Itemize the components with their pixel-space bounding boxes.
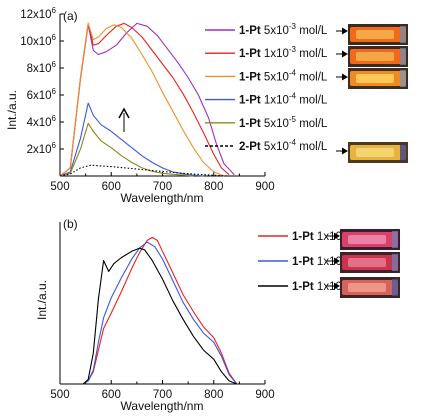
- series-line-3: [59, 22, 225, 177]
- legend-label-1: 1-Pt 5x10-3 mol/L: [239, 22, 328, 37]
- sample-photo-rim-2: [392, 254, 398, 271]
- legend-label-3: 1-Pt 5x10-4 mol/L: [239, 68, 328, 83]
- panel-b-label: (b): [63, 217, 78, 231]
- y-tick-label: 10x106: [20, 33, 56, 48]
- series-line-2: [82, 241, 238, 385]
- sample-photo-glow-1: [348, 235, 386, 244]
- panel-a-photo-column: [336, 24, 408, 163]
- sample-photo-rim-2: [400, 48, 406, 65]
- sample-photo-rim-3: [392, 279, 398, 296]
- sample-photo-glow-1: [356, 30, 394, 39]
- sample-photo-rim-3: [400, 70, 406, 87]
- panel-b-x-axis-title: Wavelength/nm: [121, 399, 204, 413]
- x-tick-label: 700: [153, 181, 172, 193]
- panel-b: (b) Int./a.u. Wavelength/nm 500 600 700 800…: [35, 217, 400, 413]
- panel-a-x-axis-title: Wavelength/nm: [121, 191, 204, 205]
- legend-photo-arrowhead: [334, 232, 340, 240]
- x-tick-label: 800: [204, 389, 223, 401]
- sample-photo-glow-2: [356, 52, 394, 61]
- sample-photo-glow-4: [356, 148, 394, 157]
- legend-photo-arrowhead: [342, 27, 348, 35]
- panel-b-plot-area: 500 600 700 800 900: [50, 222, 275, 401]
- y-tick-label: 2x106: [27, 141, 57, 156]
- sample-photo-rim-1: [392, 231, 398, 248]
- x-tick-label: 900: [255, 389, 274, 401]
- series-line-5: [59, 122, 194, 177]
- legend-label-2: 1-Pt 1x10-3 mol/L: [239, 45, 328, 60]
- x-tick-label: 600: [102, 389, 121, 401]
- legend-label-4: 1-Pt 1x10-4 mol/L: [239, 92, 328, 107]
- y-tick-label: 8x106: [27, 60, 57, 75]
- series-line-4: [59, 102, 204, 177]
- panel-a-label: (a): [63, 9, 78, 23]
- panel-a-plot-area: 500 600 700 800 900 2x106 4x106 6x106 8x106 10x10…: [20, 6, 274, 193]
- series-line-3: [82, 247, 238, 385]
- legend-label-5: 1-Pt 5x10-5 mol/L: [239, 115, 328, 130]
- legend-photo-arrowhead: [342, 147, 348, 155]
- legend-photo-arrowhead: [334, 282, 340, 290]
- panel-a: (a) Int./a.u. Wavelength/nm 500 600 700 800…: [5, 6, 408, 205]
- sample-photo-glow-2: [348, 258, 386, 267]
- x-tick-label: 600: [102, 181, 121, 193]
- panel-b-y-axis-title: Int./a.u.: [35, 280, 49, 320]
- series-line-1: [82, 236, 238, 385]
- x-tick-label: 800: [204, 181, 223, 193]
- legend-photo-arrowhead: [342, 73, 348, 81]
- x-tick-label: 700: [153, 389, 172, 401]
- sample-photo-rim-1: [400, 26, 406, 43]
- legend-photo-arrowhead: [342, 50, 348, 58]
- panel-a-y-axis-title: Int./a.u.: [5, 90, 19, 130]
- panel-b-photo-column: [326, 229, 400, 298]
- y-tick-label: 12x106: [20, 6, 56, 21]
- legend-label-6: 2-Pt 5x10-4 mol/L: [239, 138, 328, 153]
- x-tick-label: 500: [50, 181, 69, 193]
- panel-a-legend: 1-Pt 5x10-3 mol/L 1-Pt 1x10-3 mol/L 1-Pt 5…: [205, 22, 328, 153]
- y-tick-label: 4x106: [27, 114, 57, 129]
- legend-photo-arrowhead: [334, 257, 340, 265]
- concentration-arrow-head: [118, 107, 130, 119]
- x-tick-label: 900: [255, 181, 274, 193]
- sample-photo-glow-3: [356, 74, 394, 83]
- x-tick-label: 500: [50, 389, 69, 401]
- y-tick-label: 6x106: [27, 87, 57, 102]
- sample-photo-glow-3: [348, 283, 386, 292]
- sample-photo-rim-4: [400, 144, 406, 161]
